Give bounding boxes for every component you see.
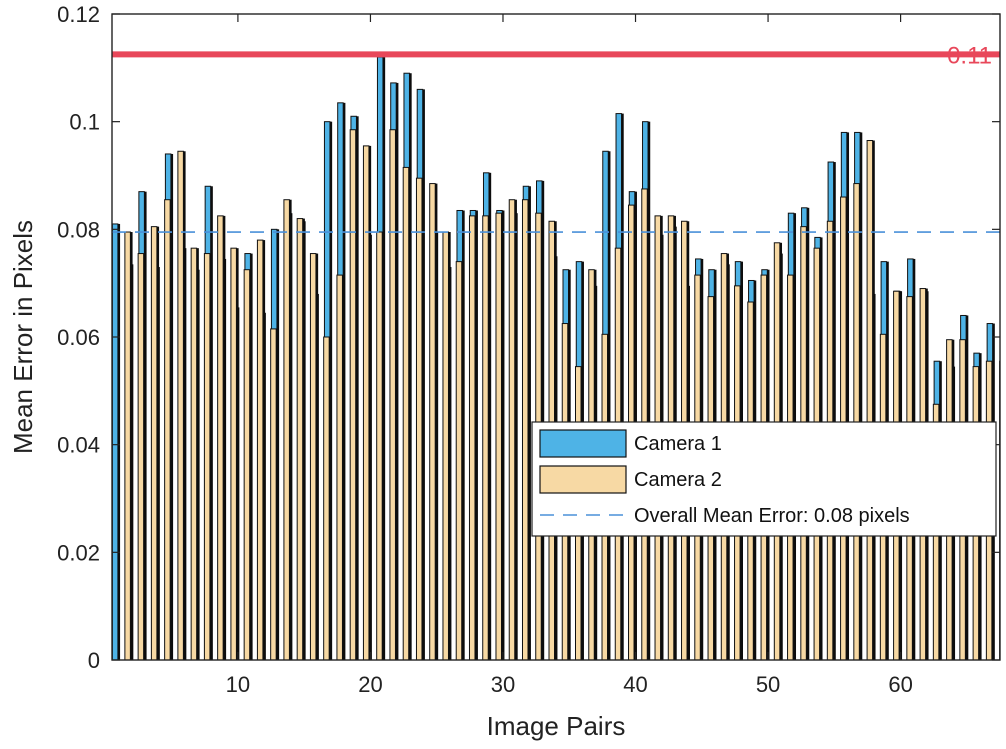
bar-shadow-2-28	[487, 215, 491, 660]
bar-shadow-2-29	[500, 213, 504, 660]
bar-shadow-2-22	[407, 167, 411, 660]
bar-shadow-2-13	[288, 199, 292, 660]
bar-camera-2-pair-19	[362, 145, 370, 660]
bar-camera-2-pair-57	[866, 140, 874, 660]
bar-camera-2-pair-4	[164, 199, 171, 660]
bar-camera-2-pair-22	[402, 166, 410, 660]
legend-label-1: Camera 1	[634, 433, 722, 455]
y-tick-label: 0	[88, 648, 100, 673]
y-tick-label: 0.02	[57, 540, 100, 565]
bar-shadow-2-14	[301, 218, 305, 660]
bar-camera-2-pair-27	[468, 215, 476, 660]
bar-shadow-2-18	[354, 129, 358, 660]
legend-swatch-1	[539, 429, 627, 458]
legend: Camera 1 Camera 2 Overall Mean Error: 0.08…	[531, 421, 997, 537]
bar-shadow-2-24	[434, 183, 438, 660]
threshold-line-label: 0.11	[947, 42, 992, 69]
x-tick-label: 30	[491, 672, 515, 697]
bar-camera-2-pair-16	[323, 336, 330, 660]
axes-layer	[111, 13, 1001, 661]
bar-shadow-2-21	[394, 129, 398, 660]
bar-camera-2-pair-3	[150, 226, 158, 660]
y-tick-label: 0.1	[69, 110, 100, 135]
legend-label-2: Camera 2	[634, 469, 722, 491]
bar-shadow-2-17	[341, 275, 345, 660]
x-axis-label: Image Pairs	[487, 711, 626, 741]
bar-camera-2-pair-25	[442, 231, 449, 660]
bar-camera-2-pair-17	[336, 274, 343, 660]
y-tick-label: 0.04	[57, 433, 100, 458]
bar-shadow-2-5	[182, 151, 186, 660]
bar-camera-2-pair-15	[309, 253, 317, 660]
bar-camera-2-pair-26	[455, 261, 463, 660]
bar-camera-2-pair-13	[283, 199, 290, 660]
y-tick-label: 0.08	[57, 217, 100, 242]
legend-swatch-2	[539, 465, 627, 494]
bar-shadow-2-57	[871, 140, 875, 660]
bar-camera-2-pair-7	[203, 253, 211, 660]
bar-shadow-2-30	[513, 199, 517, 660]
bar-camera-2-pair-28	[482, 215, 489, 660]
bar-camera-2-pair-6	[190, 247, 198, 660]
x-tick-label: 10	[226, 672, 250, 697]
x-tick-label: 60	[888, 672, 912, 697]
bar-camera-2-pair-5	[177, 150, 184, 660]
bar-camera-2-pair-2	[137, 253, 145, 660]
bar-shadow-2-23	[420, 178, 425, 660]
bar-shadow-2-7	[208, 253, 213, 660]
bar-camera-2-pair-18	[349, 129, 357, 660]
bar-shadow-2-9	[235, 248, 239, 660]
bar-shadow-2-25	[447, 232, 451, 660]
labels-layer: 0 0.02 0.04 0.06 0.08 0.1 0.12 10 20 30 40 50 60 Imag…	[8, 2, 913, 741]
bar-shadow-2-26	[460, 261, 464, 660]
bar-camera-2-pair-23	[415, 177, 423, 660]
y-tick-label: 0.12	[57, 2, 100, 27]
bar-shadow-2-15	[314, 253, 319, 660]
bar-shadow-2-4	[169, 199, 173, 660]
x-tick-label: 40	[623, 672, 647, 697]
bars-layer	[112, 14, 1000, 660]
y-axis-label: Mean Error in Pixels	[8, 220, 38, 454]
bar-camera-1-pair-1	[112, 223, 119, 660]
bar-camera-2-pair-20	[376, 231, 383, 660]
bar-camera-2-pair-11	[256, 239, 264, 660]
bar-shadow-1-1	[116, 223, 121, 660]
reference-lines-layer: 0.11	[112, 42, 1000, 233]
bar-camera-2-pair-14	[296, 218, 304, 660]
bar-shadow-2-16	[328, 337, 332, 660]
bar-camera-2-pair-8	[217, 215, 224, 660]
bar-camera-2-pair-31	[521, 199, 529, 660]
x-tick-label: 50	[756, 672, 780, 697]
bar-camera-2-pair-24	[429, 183, 436, 660]
bar-shadow-2-19	[367, 145, 372, 660]
bar-camera-2-pair-29	[495, 212, 502, 660]
bar-camera-2-pair-10	[243, 269, 251, 660]
bar-camera-2-pair-12	[270, 328, 277, 660]
bar-shadow-2-1	[129, 232, 133, 660]
bar-camera-2-pair-21	[389, 129, 396, 660]
bar-camera-2-pair-9	[230, 247, 237, 660]
legend-label-3: Overall Mean Error: 0.08 pixels	[634, 505, 910, 527]
y-tick-label: 0.06	[57, 325, 100, 350]
bar-shadow-2-10	[248, 269, 252, 660]
bar-shadow-2-31	[526, 199, 531, 660]
bar-camera-2-pair-1	[124, 231, 131, 660]
bar-shadow-2-6	[195, 248, 199, 660]
bar-shadow-2-2	[142, 253, 146, 660]
bar-shadow-2-20	[381, 232, 385, 660]
bar-shadow-2-8	[222, 215, 226, 660]
bar-camera-2-pair-30	[508, 199, 516, 660]
bar-shadow-2-11	[261, 240, 266, 660]
bar-shadow-2-12	[275, 328, 279, 660]
bar-shadow-2-3	[155, 226, 160, 660]
x-tick-label: 20	[358, 672, 382, 697]
bar-shadow-2-27	[473, 215, 478, 660]
